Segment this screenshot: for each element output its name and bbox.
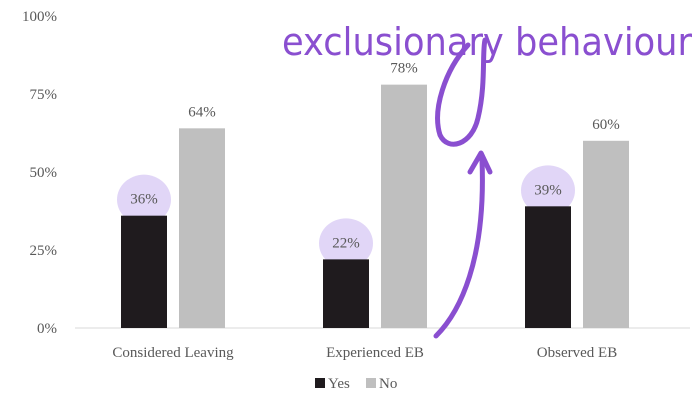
bar-yes-1 <box>323 259 369 328</box>
x-category-label: Observed EB <box>537 345 617 361</box>
legend: Yes No <box>315 376 397 392</box>
legend-label: No <box>379 376 397 392</box>
data-label: 39% <box>534 182 562 198</box>
y-tick-label: 0% <box>37 321 57 337</box>
annotation-highlights <box>117 165 575 269</box>
bar-no-0 <box>179 128 225 328</box>
bar-yes-2 <box>525 206 571 328</box>
x-category-label: Considered Leaving <box>112 345 234 361</box>
data-label: 78% <box>390 61 418 77</box>
y-axis: 0% 25% 50% 75% 100% <box>22 9 57 337</box>
annotation-loop-stroke <box>435 37 488 147</box>
data-label: 22% <box>332 235 360 251</box>
label-highlight-circle <box>521 165 575 216</box>
y-tick-label: 25% <box>30 243 58 259</box>
label-highlight-circle <box>117 174 171 225</box>
annotation-arrow-head <box>467 150 493 175</box>
handwritten-annotation: exclusionary behaviour <box>282 20 692 339</box>
annotation-text: exclusionary behaviour <box>282 20 692 64</box>
legend-swatch-yes <box>315 378 325 388</box>
data-label: 36% <box>130 192 158 208</box>
bar-yes-0 <box>121 215 167 328</box>
annotation-arrow-line <box>433 157 485 339</box>
category-labels: Considered Leaving Experienced EB Observed… <box>112 345 617 361</box>
x-category-label: Experienced EB <box>326 345 424 361</box>
data-label: 64% <box>188 104 216 120</box>
legend-swatch-no <box>366 378 376 388</box>
bars <box>121 84 629 328</box>
data-label: 60% <box>592 117 620 133</box>
bar-no-2 <box>583 140 629 328</box>
y-tick-label: 50% <box>30 165 58 181</box>
label-highlight-circle <box>319 218 373 269</box>
data-labels: 36% 22% 39% 64% 78% 60% <box>130 61 620 252</box>
y-tick-label: 100% <box>22 9 57 25</box>
y-tick-label: 75% <box>30 87 58 103</box>
legend-label: Yes <box>328 376 350 392</box>
bar-no-1 <box>381 84 427 328</box>
